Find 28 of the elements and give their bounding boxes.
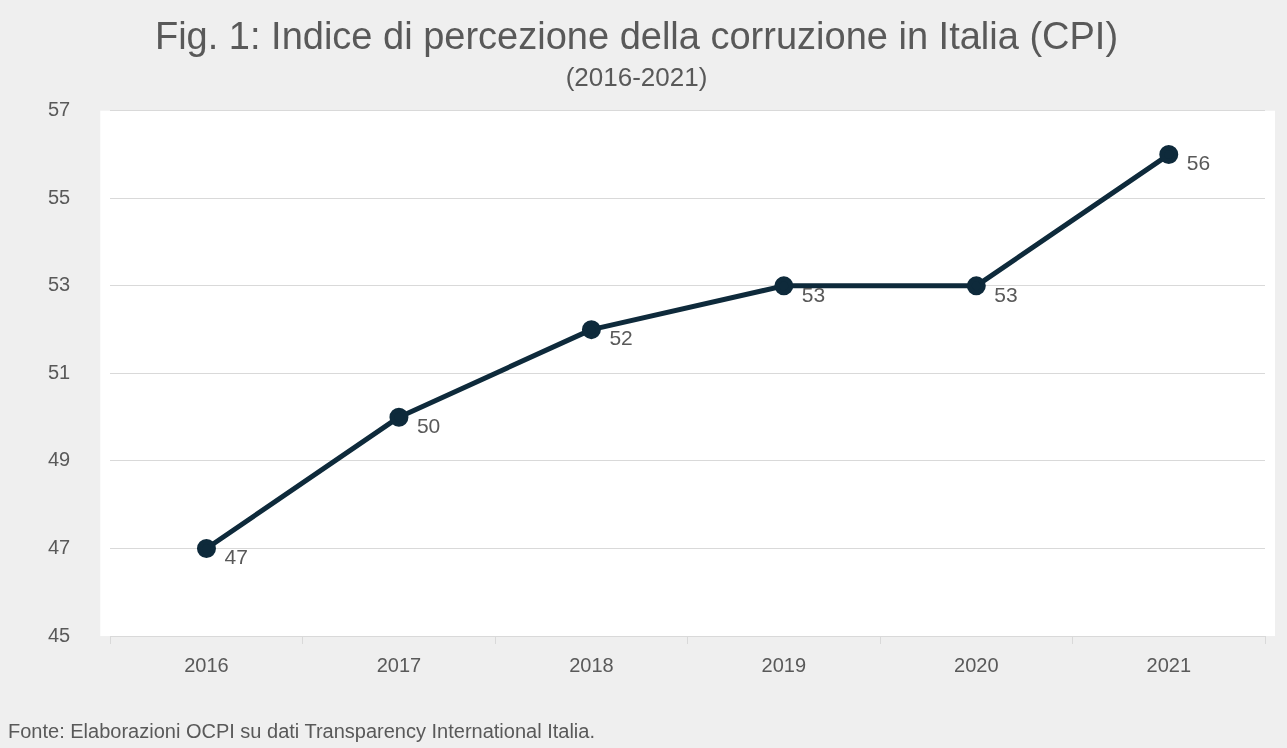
x-tick-label: 2017	[376, 653, 422, 676]
x-tick-label: 2019	[761, 653, 807, 676]
source-note: Fonte: Elaborazioni OCPI su dati Transparency International Italia.	[8, 720, 595, 742]
y-tick-label: 49	[48, 448, 71, 471]
x-tick-label: 2016	[184, 653, 229, 676]
data-label: 53	[801, 282, 826, 306]
point	[966, 276, 986, 296]
y-tick-label: 45	[48, 623, 71, 646]
data-label: 47	[224, 545, 248, 569]
y-tick-label: 55	[48, 185, 71, 208]
point	[1159, 145, 1179, 165]
y-tick-label: 47	[48, 535, 71, 558]
y-tick-label: 57	[48, 98, 71, 121]
chart-title: Fig. 1: Indice di percezione della corruzione in Italia (CPI)	[154, 15, 1119, 58]
data-label: 53	[994, 282, 1018, 306]
point	[389, 407, 409, 427]
point	[581, 320, 601, 340]
x-tick-label: 2020	[954, 653, 999, 676]
chart-subtitle: (2016-2021)	[565, 62, 708, 93]
y-tick-label: 53	[48, 273, 71, 296]
y-tick-label: 51	[48, 360, 71, 383]
x-tick-label: 2021	[1146, 653, 1192, 676]
x-tick-label: 2018	[569, 653, 614, 676]
point	[196, 538, 216, 558]
data-label: 50	[416, 413, 441, 437]
point	[774, 276, 794, 296]
data-label: 56	[1186, 151, 1211, 175]
data-label: 52	[609, 326, 633, 350]
